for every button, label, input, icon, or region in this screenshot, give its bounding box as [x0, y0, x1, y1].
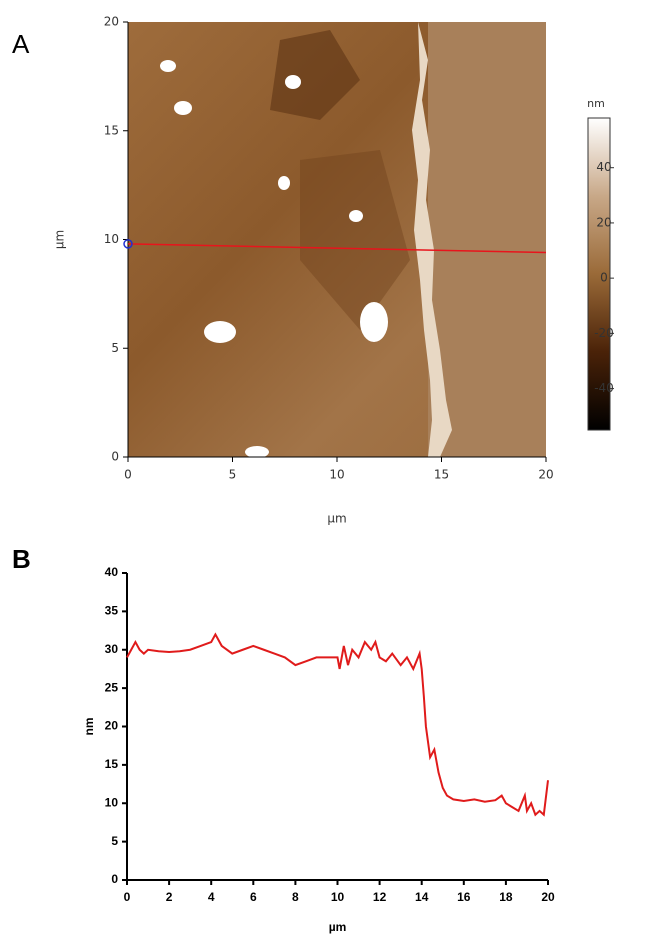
y-tick-label: 5 [111, 341, 119, 355]
x-tick-label: 18 [499, 890, 513, 904]
panel-label: B [12, 544, 31, 574]
profile-marker [123, 239, 133, 249]
colorbar [587, 117, 611, 431]
y-tick-label: 30 [105, 642, 119, 656]
y-tick-label: 0 [111, 450, 119, 464]
profile-line [127, 243, 547, 254]
y-tick-label: 25 [105, 680, 119, 694]
x-tick-label: 14 [415, 890, 429, 904]
x-tick-label: 0 [124, 468, 132, 482]
x-tick-label: 16 [457, 890, 471, 904]
x-tick-label: 10 [329, 468, 344, 482]
colorbar-tick-label: 0 [600, 271, 608, 285]
x-tick-label: 0 [124, 890, 131, 904]
y-tick-label: 5 [111, 834, 118, 848]
y-axis-label: µm [53, 230, 67, 249]
panel-b: 0 2 4 6 8 10 12 14 16 18 20 0 5 10 15 20 25 30 35 40 µm nm B [12, 544, 555, 934]
y-tick-label: 40 [105, 565, 119, 579]
x-tick-label: 6 [250, 890, 257, 904]
x-tick-label: 15 [434, 468, 449, 482]
x-tick-label: 10 [331, 890, 345, 904]
y-tick-label: 15 [104, 123, 119, 137]
x-tick-label: 20 [538, 468, 553, 482]
x-tick-label: 8 [292, 890, 299, 904]
profile-line [126, 632, 549, 817]
y-tick-label: 20 [105, 719, 119, 733]
y-tick-label: 35 [105, 604, 119, 618]
x-axis-label: µm [327, 512, 346, 526]
colorbar-tick-label: 40 [596, 160, 611, 174]
x-tick-label: 20 [541, 890, 555, 904]
x-axis-label: µm [329, 920, 347, 934]
afm-image [128, 22, 546, 458]
y-tick-label: 0 [111, 872, 118, 886]
panel-a: 0 5 10 15 20 0 5 10 15 20 µm µm A 40 20 0 -20 -40 nm [12, 15, 614, 526]
y-tick-label: 10 [104, 232, 119, 246]
x-tick-label: 4 [208, 890, 215, 904]
x-tick-label: 2 [166, 890, 173, 904]
x-tick-label: 5 [229, 468, 237, 482]
panel-label: A [12, 29, 30, 59]
colorbar-tick-label: -40 [594, 381, 614, 395]
colorbar-label: nm [587, 97, 605, 110]
y-tick-label: 10 [105, 795, 119, 809]
y-tick-label: 20 [104, 15, 119, 29]
y-tick-label: 15 [105, 757, 119, 771]
x-tick-label: 12 [373, 890, 387, 904]
colorbar-tick-label: 20 [596, 215, 611, 229]
y-axis-label: nm [82, 718, 96, 736]
colorbar-tick-label: -20 [594, 326, 614, 340]
